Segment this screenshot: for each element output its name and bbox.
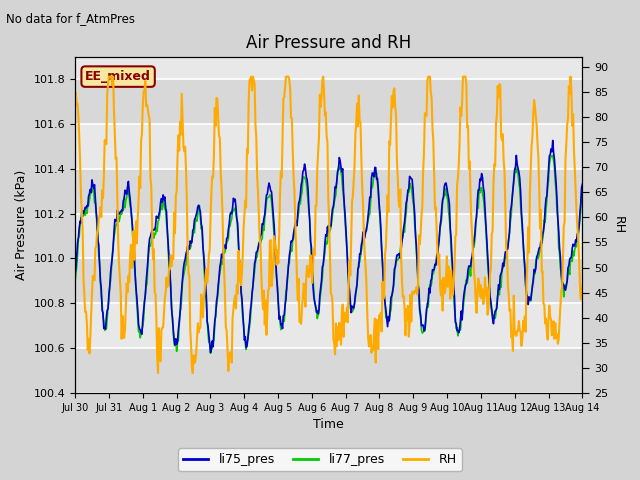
li77_pres (202, 291, 209, 297)
Line: li75_pres: li75_pres (75, 141, 582, 352)
li75_pres (202, 280, 209, 286)
Text: EE_mixed: EE_mixed (85, 70, 151, 83)
RH (105, 74, 113, 80)
RH (71, 104, 79, 109)
Bar (75, 214, 582, 259)
li77_pres (579, 185, 586, 191)
Bar (75, 79, 582, 124)
RH (303, 274, 310, 280)
X-axis label: Time: Time (314, 419, 344, 432)
li75_pres (207, 349, 214, 355)
li77_pres (161, 206, 169, 212)
li77_pres (411, 222, 419, 228)
li77_pres (549, 153, 557, 158)
RH (579, 283, 586, 288)
li77_pres (371, 171, 379, 177)
Line: li77_pres: li77_pres (75, 156, 582, 353)
li75_pres (161, 194, 169, 200)
li75_pres (301, 166, 309, 171)
li75_pres (579, 181, 586, 187)
li75_pres (411, 211, 419, 216)
li77_pres (301, 176, 309, 182)
RH (372, 360, 380, 366)
li75_pres (371, 165, 379, 170)
Title: Air Pressure and RH: Air Pressure and RH (246, 34, 412, 52)
RH (163, 275, 170, 280)
Bar (75, 348, 582, 393)
Bar (75, 303, 582, 348)
RH (154, 370, 162, 376)
Legend: li75_pres, li77_pres, RH: li75_pres, li77_pres, RH (179, 448, 461, 471)
Bar (75, 169, 582, 214)
Y-axis label: RH: RH (612, 216, 625, 234)
Bar (75, 259, 582, 303)
RH (204, 280, 211, 286)
li77_pres (207, 350, 214, 356)
Line: RH: RH (75, 77, 582, 373)
Bar (75, 124, 582, 169)
li75_pres (549, 138, 557, 144)
Text: No data for f_AtmPres: No data for f_AtmPres (6, 12, 136, 25)
RH (412, 289, 419, 295)
li77_pres (454, 333, 461, 339)
RH (455, 163, 463, 169)
li75_pres (71, 271, 79, 277)
li75_pres (454, 328, 461, 334)
Y-axis label: Air Pressure (kPa): Air Pressure (kPa) (15, 170, 28, 280)
li77_pres (71, 280, 79, 286)
